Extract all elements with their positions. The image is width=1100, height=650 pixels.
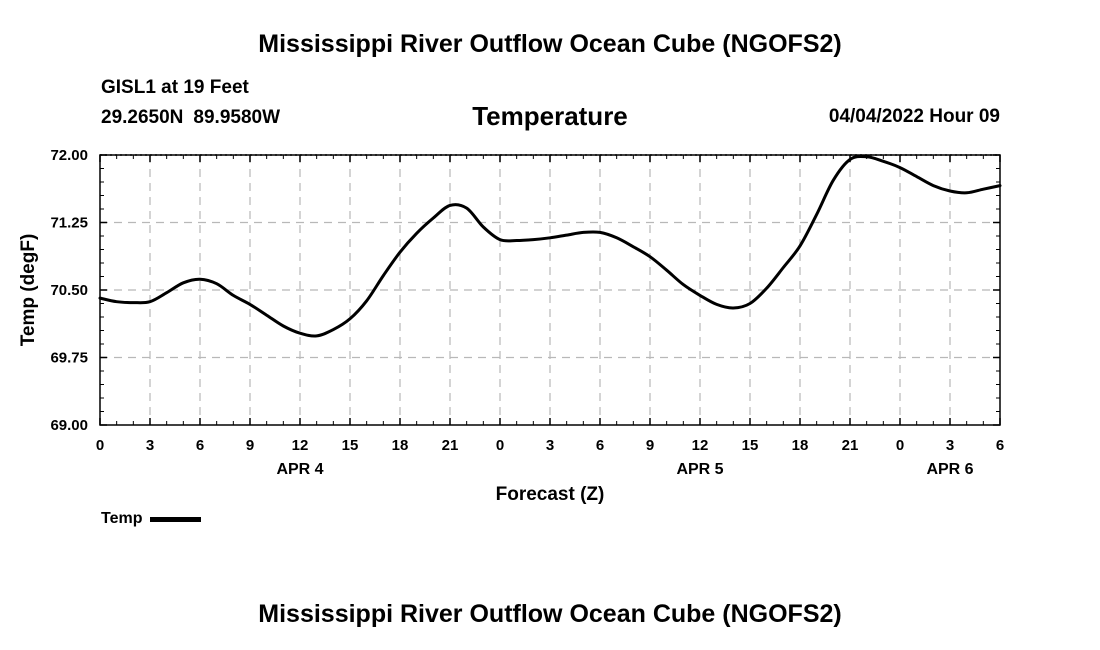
latitude: 29.2650N [101, 107, 184, 128]
x-tick-label: 3 [146, 437, 154, 454]
x-tick-label: 15 [342, 437, 359, 454]
y-tick-label: 69.75 [50, 350, 88, 367]
station-coordinates: 29.2650N 89.9580W [101, 107, 280, 129]
x-tick-label: 9 [646, 437, 654, 454]
x-tick-label: 21 [442, 437, 459, 454]
x-tick-label: 15 [742, 437, 759, 454]
page-title: Mississippi River Outflow Ocean Cube (NG… [258, 30, 842, 58]
plot-frame [99, 154, 1001, 426]
temp-series-line [98, 154, 1002, 338]
date-label: APR 4 [276, 461, 323, 478]
x-tick-label: 21 [842, 437, 859, 454]
y-tick-label: 69.00 [50, 417, 88, 434]
x-tick-label: 9 [246, 437, 254, 454]
longitude: 89.9580W [193, 107, 281, 128]
x-tick-label: 6 [596, 437, 604, 454]
date-label: APR 6 [926, 461, 973, 478]
y-tick-label: 70.50 [50, 282, 88, 299]
x-tick-label: 18 [392, 437, 409, 454]
x-tick-label: 0 [896, 437, 904, 454]
x-tick-label: 0 [96, 437, 104, 454]
x-tick-label: 0 [496, 437, 504, 454]
x-tick-label: 6 [196, 437, 204, 454]
forecast-timestamp: 04/04/2022 Hour 09 [828, 106, 1000, 127]
x-axis-label: Forecast (Z) [496, 484, 605, 505]
axis-tick-labels: 0 3 6 9 12 15 18 21 0 3 6 9 12 15 18 21 0 3 6 69.00 69.75 70.… [50, 147, 1004, 478]
x-tick-label: 6 [996, 437, 1004, 454]
legend-label: Temp [101, 510, 143, 527]
y-tick-label: 71.25 [50, 215, 88, 232]
x-tick-label: 18 [792, 437, 809, 454]
x-tick-label: 12 [692, 437, 709, 454]
station-label: GISL1 at 19 Feet [101, 77, 249, 98]
date-label: APR 5 [676, 461, 723, 478]
y-tick-label: 72.00 [50, 147, 88, 164]
page-title-footer: Mississippi River Outflow Ocean Cube (NG… [258, 600, 842, 628]
chart-grid [100, 154, 1000, 425]
chart-title: Temperature [472, 101, 628, 131]
x-tick-label: 3 [546, 437, 554, 454]
x-tick-label: 3 [946, 437, 954, 454]
legend-swatch [150, 516, 202, 522]
x-tick-label: 12 [292, 437, 309, 454]
y-axis-label: Temp (degF) [18, 234, 39, 347]
legend: Temp [101, 510, 202, 528]
